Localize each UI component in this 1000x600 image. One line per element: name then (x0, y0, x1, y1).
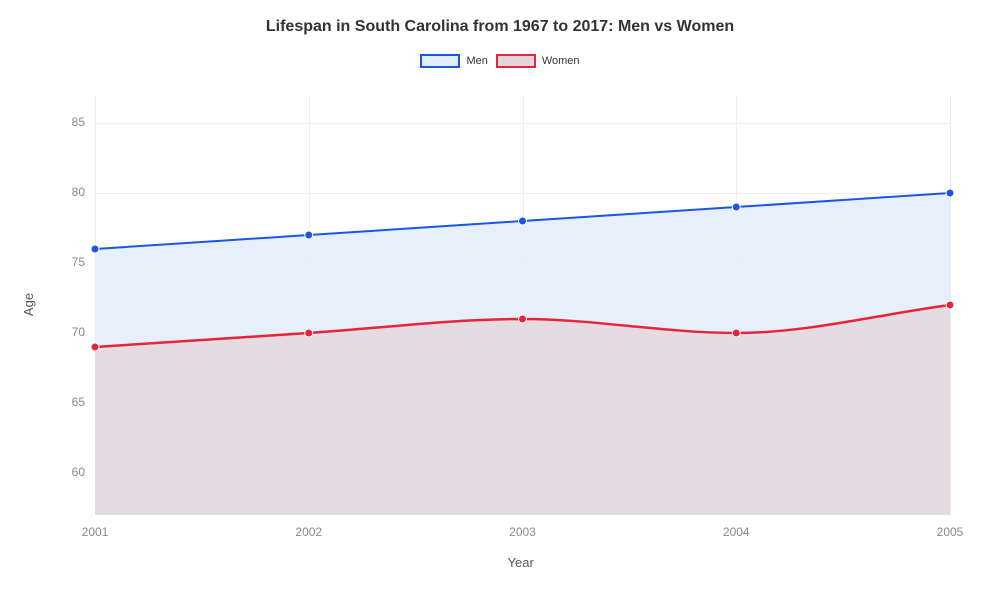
x-tick-label: 2002 (279, 525, 339, 539)
chart-title: Lifespan in South Carolina from 1967 to … (0, 0, 1000, 36)
series-marker-women[interactable] (305, 329, 313, 337)
x-tick-label: 2004 (706, 525, 766, 539)
series-marker-men[interactable] (305, 231, 313, 239)
chart-container: Lifespan in South Carolina from 1967 to … (0, 0, 1000, 600)
x-axis-title: Year (508, 555, 534, 570)
x-tick-label: 2001 (65, 525, 125, 539)
legend-label-men: Men (466, 55, 487, 67)
y-tick-label: 60 (55, 465, 85, 479)
legend-swatch-men (420, 54, 460, 68)
series-marker-men[interactable] (946, 189, 954, 197)
y-tick-label: 80 (55, 185, 85, 199)
legend: Men Women (0, 54, 1000, 68)
series-marker-men[interactable] (91, 245, 99, 253)
x-tick-label: 2005 (920, 525, 980, 539)
series-marker-women[interactable] (946, 301, 954, 309)
data-svg (95, 95, 950, 515)
plot-area: 60657075808520012002200320042005 (95, 95, 950, 515)
y-tick-label: 75 (55, 255, 85, 269)
series-marker-men[interactable] (732, 203, 740, 211)
legend-item-women[interactable]: Women (496, 54, 580, 68)
y-tick-label: 85 (55, 115, 85, 129)
series-marker-women[interactable] (91, 343, 99, 351)
series-marker-women[interactable] (732, 329, 740, 337)
y-tick-label: 70 (55, 325, 85, 339)
legend-item-men[interactable]: Men (420, 54, 487, 68)
series-marker-men[interactable] (519, 217, 527, 225)
y-tick-label: 65 (55, 395, 85, 409)
legend-label-women: Women (542, 55, 580, 67)
x-tick-label: 2003 (493, 525, 553, 539)
y-axis-title: Age (21, 293, 36, 316)
series-marker-women[interactable] (519, 315, 527, 323)
legend-swatch-women (496, 54, 536, 68)
